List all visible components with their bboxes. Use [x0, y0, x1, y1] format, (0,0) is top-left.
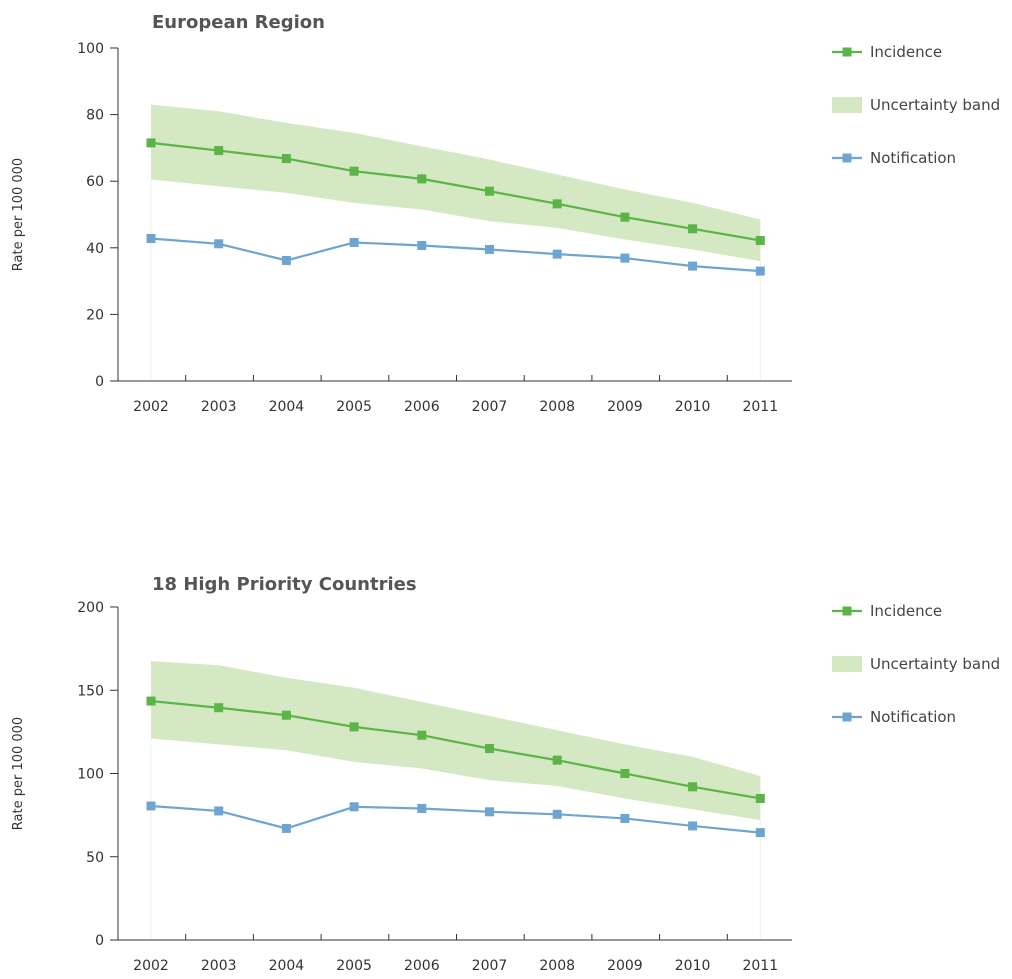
legend-incidence-label: Incidence [870, 602, 942, 620]
series-point-incidence [755, 793, 765, 803]
y-tick-label: 0 [95, 374, 104, 390]
x-tick-label: 2006 [404, 399, 440, 415]
y-tick-label: 50 [86, 850, 104, 866]
series-point-notification [755, 828, 765, 838]
series-point-incidence [349, 166, 359, 176]
series-point-incidence [281, 154, 291, 164]
series-point-incidence [417, 174, 427, 184]
legend-incidence-marker [842, 47, 852, 57]
x-tick-label: 2007 [472, 958, 508, 974]
series-line-notification [150, 237, 761, 273]
x-tick-label: 2005 [336, 399, 372, 415]
series-point-incidence [146, 696, 156, 706]
y-tick-label: 100 [77, 41, 104, 57]
legend-notification-label: Notification [870, 149, 956, 167]
series-point-notification [281, 823, 291, 833]
x-tick-label: 2007 [472, 399, 508, 415]
series-point-incidence [485, 186, 494, 196]
x-tick-label: 2003 [201, 958, 237, 974]
y-tick-label: 100 [77, 767, 104, 783]
series-point-incidence [485, 744, 494, 754]
legend-notification-marker [842, 712, 852, 722]
series-point-notification [417, 240, 427, 250]
x-tick-label: 2008 [539, 958, 575, 974]
series-point-notification [214, 806, 224, 816]
series-point-notification [552, 809, 562, 819]
legend-incidence-label: Incidence [870, 43, 942, 61]
series-point-notification [755, 266, 765, 276]
series-point-notification [214, 239, 224, 249]
chart-panel-2: 18 High Priority Countries Rate per 100 0… [11, 574, 1000, 974]
y-tick-label: 40 [86, 241, 104, 257]
series-point-notification [620, 813, 630, 823]
legend-band-label: Uncertainty band [870, 96, 1000, 114]
series-point-notification [349, 802, 359, 812]
legend-band-swatch [832, 97, 862, 113]
series-point-incidence [755, 235, 765, 245]
series-point-notification [485, 244, 494, 254]
x-tick-label: 2005 [336, 958, 372, 974]
y-tick-label: 200 [77, 600, 104, 616]
y-tick-label: 80 [86, 108, 104, 124]
series-point-notification [485, 807, 494, 817]
y-tick-label: 150 [77, 683, 104, 699]
x-tick-label: 2002 [133, 958, 169, 974]
legend-notification-marker [842, 153, 852, 163]
series-point-notification [146, 801, 156, 811]
series-point-incidence [146, 138, 156, 148]
series-line-incidence [150, 141, 761, 242]
series-point-notification [349, 237, 359, 247]
series-point-notification [688, 261, 698, 271]
uncertainty-band [151, 104, 761, 262]
y-tick-label: 20 [86, 307, 104, 323]
legend-incidence-marker [842, 606, 852, 616]
series-point-incidence [214, 146, 224, 156]
x-tick-label: 2004 [269, 958, 305, 974]
uncertainty-band [151, 661, 761, 821]
x-tick-label: 2011 [742, 399, 778, 415]
series-point-incidence [349, 722, 359, 732]
series-point-incidence [214, 703, 224, 713]
legend-band-swatch [832, 656, 862, 672]
series-line-incidence [150, 699, 761, 800]
chart-panel-1: European Region Rate per 100 000 0 20 40 60 80… [11, 12, 1000, 415]
legend-notification-label: Notification [870, 708, 956, 726]
y-axis-label: Rate per 100 000 [11, 717, 26, 830]
series-point-incidence [620, 769, 630, 778]
series-point-notification [146, 233, 156, 243]
series-point-incidence [620, 212, 630, 222]
series-point-incidence [552, 199, 562, 209]
y-tick-label: 0 [95, 933, 104, 949]
series-point-incidence [688, 224, 698, 234]
series-line-notification [150, 804, 761, 834]
series-point-notification [281, 255, 291, 265]
series-point-notification [417, 803, 427, 813]
x-tick-label: 2010 [675, 399, 711, 415]
x-tick-label: 2002 [133, 399, 169, 415]
x-tick-label: 2003 [201, 399, 237, 415]
y-axis-label: Rate per 100 000 [11, 158, 26, 271]
chart-title: 18 High Priority Countries [152, 574, 417, 595]
legend-band-label: Uncertainty band [870, 655, 1000, 673]
series-point-incidence [417, 730, 427, 740]
series-point-incidence [552, 755, 562, 765]
x-tick-label: 2009 [607, 958, 643, 974]
chart-title: European Region [152, 12, 325, 33]
series-point-notification [552, 249, 562, 259]
x-tick-label: 2009 [607, 399, 643, 415]
series-point-notification [620, 253, 630, 263]
x-tick-label: 2006 [404, 958, 440, 974]
x-tick-label: 2004 [269, 399, 305, 415]
series-point-incidence [688, 782, 698, 792]
x-tick-label: 2010 [675, 958, 711, 974]
x-tick-label: 2011 [742, 958, 778, 974]
series-point-incidence [281, 710, 291, 720]
y-tick-label: 60 [86, 174, 104, 190]
x-tick-label: 2008 [539, 399, 575, 415]
series-point-notification [688, 821, 698, 831]
